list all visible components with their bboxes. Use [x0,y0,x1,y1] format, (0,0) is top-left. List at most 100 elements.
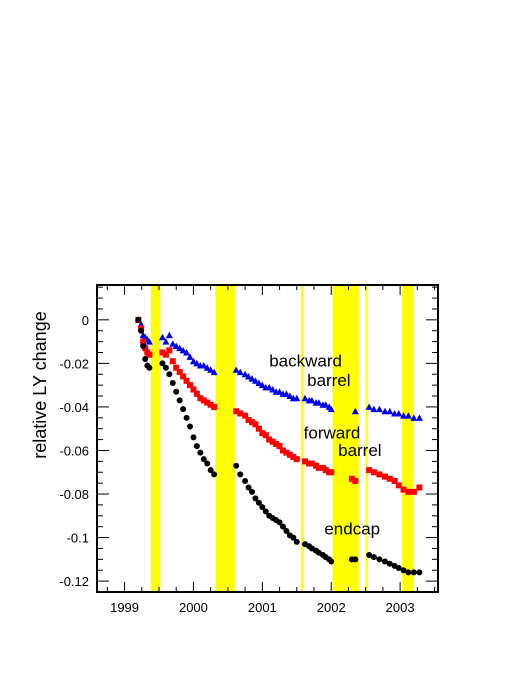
endcap-point [233,462,240,469]
forward-barrel-point [162,351,169,358]
highlight-band-1 [215,285,235,592]
backward-barrel-point [158,333,166,341]
backward-barrel-point [293,394,301,402]
endcap-point [381,558,388,565]
forward-barrel-point [416,484,423,491]
endcap-point [193,443,200,450]
endcap-point [173,388,180,395]
forward-barrel-point [352,477,359,484]
forward-barrel-point [405,488,412,495]
x-tick-label: 2001 [248,600,277,615]
forward-barrel-point [290,454,297,461]
forward-barrel-point [180,373,187,380]
backward-barrel-point [200,362,208,369]
endcap-point [237,471,244,478]
endcap-point [370,554,377,561]
forward-barrel-point [146,351,153,358]
backward-barrel-point [265,383,273,391]
forward-barrel-point [366,467,373,474]
endcap-point [262,508,269,515]
endcap-point [405,569,412,576]
backward-barrel-point [210,368,218,376]
forward-barrel-point [293,456,300,463]
x-tick-label: 2003 [386,600,415,615]
forward-barrel-point [395,482,402,489]
backward-barrel-point [395,409,403,417]
x-tick-label: 2002 [317,600,346,615]
endcap-point [200,456,207,463]
forward-barrel-point [173,364,180,371]
forward-barrel-point [190,386,197,393]
highlight-bands [150,285,414,592]
forward-barrel-point [197,395,204,402]
backward-barrel-point [245,372,253,380]
backward-barrel-label: backward [269,352,342,371]
endcap-point [169,379,176,386]
forward-barrel-point [273,440,280,447]
endcap-point [395,565,402,572]
highlight-band-0 [150,285,161,592]
backward-barrel-point [404,412,412,419]
forward-barrel-point [183,377,190,384]
backward-barrel-label: barrel [307,371,350,390]
highlight-band-3 [332,285,359,592]
backward-barrel-point [145,338,153,345]
backward-barrel-point [203,364,211,371]
forward-barrel-point [308,460,315,467]
endcap-point [410,569,417,576]
endcap-point [255,499,262,506]
endcap-point [166,371,173,378]
forward-barrel-point [370,469,377,476]
backward-barrel-point [207,366,215,373]
endcap-point [259,504,266,511]
endcap-point [293,538,300,545]
backward-barrel-point [308,396,316,404]
forward-barrel-point [249,419,255,426]
endcap-point [197,449,204,456]
endcap-point [245,484,252,491]
forward-barrel-point [204,399,211,406]
endcap-point [366,551,373,558]
backward-barrel-point [165,331,173,339]
backward-barrel-point [365,403,373,410]
highlight-band-4 [365,285,368,592]
backward-barrel-point [276,388,284,395]
forward-barrel-point [252,421,259,428]
endcap-point [176,397,183,404]
forward-barrel-point [410,488,417,495]
endcap-point [159,360,166,367]
endcap-point [416,569,423,576]
endcap-point [204,460,211,467]
forward-barrel-point [315,464,322,471]
endcap-point [328,558,335,565]
forward-barrel-point [245,416,252,423]
y-tick-label: -0.1 [67,531,89,546]
forward-barrel-point [391,477,398,484]
forward-barrel-point [280,447,286,454]
endcap-point [386,560,393,567]
forward-barrel-point [302,458,309,465]
forward-barrel-point [381,473,388,480]
forward-barrel-point [262,432,269,439]
endcap-point [140,342,147,349]
highlight-band-5 [402,285,414,592]
backward-barrel-point [189,357,197,365]
forward-barrel-point [233,408,240,415]
forward-barrel-point [386,475,393,482]
plot-frame [96,284,439,593]
y-tick-label: -0.12 [59,574,89,589]
backward-barrel-point [183,348,191,356]
endcap-point [142,356,149,363]
endcap-label: endcap [324,519,380,538]
endcap-point [249,488,255,495]
backward-barrel-point [179,346,187,354]
backward-barrel-point [415,414,423,421]
backward-barrel-point [351,407,359,415]
endcap-point [283,528,290,535]
highlight-band-2 [300,285,304,592]
y-tick-label: -0.04 [59,400,89,415]
forward-barrel-point [255,425,262,432]
endcap-point [280,523,286,530]
